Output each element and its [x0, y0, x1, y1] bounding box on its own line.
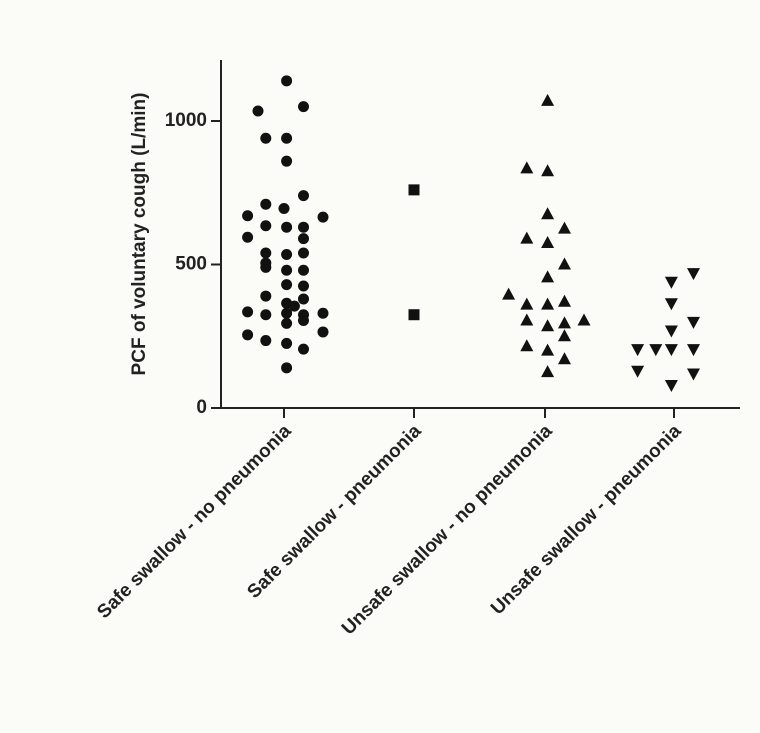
data-point-circle — [298, 247, 309, 259]
data-point-triangle-down — [664, 298, 678, 311]
data-point-circle — [260, 309, 272, 321]
data-point-circle — [260, 335, 272, 347]
data-point-triangle-down — [687, 316, 700, 329]
data-point-triangle-down — [631, 365, 645, 378]
data-point-triangle-up — [520, 313, 534, 326]
data-point-triangle-up — [541, 235, 555, 248]
data-point-triangle-up — [541, 207, 555, 220]
data-point-triangle-down — [649, 344, 663, 357]
y-tick-label: 1000 — [165, 110, 207, 131]
data-point-circle — [281, 337, 293, 349]
data-point-triangle-up — [541, 164, 555, 177]
data-point-triangle-down — [664, 276, 678, 289]
data-point-circle — [260, 247, 272, 259]
data-point-circle — [252, 105, 264, 117]
data-point-triangle-up — [520, 231, 534, 244]
data-point-triangle-up — [558, 352, 571, 365]
data-point-triangle-down — [687, 368, 700, 381]
data-point-circle — [242, 210, 254, 222]
data-point-circle — [281, 248, 293, 260]
data-point-circle — [242, 306, 254, 318]
data-point-circle — [281, 75, 293, 87]
data-point-triangle-up — [541, 297, 555, 310]
data-point-triangle-down — [631, 344, 645, 357]
y-tick-label: 500 — [175, 254, 207, 275]
data-point-triangle-up — [541, 343, 555, 356]
data-point-square — [408, 309, 420, 321]
data-point-circle — [298, 280, 309, 292]
data-point-circle — [317, 307, 329, 319]
data-point-triangle-up — [520, 339, 534, 352]
data-point-circle — [260, 198, 272, 210]
data-point-triangle-down — [687, 268, 700, 281]
data-point-triangle-up — [541, 365, 555, 378]
data-point-triangle-down — [664, 380, 678, 393]
data-point-circle — [298, 343, 309, 355]
data-point-circle — [298, 101, 309, 113]
data-point-circle — [260, 290, 272, 302]
data-point-triangle-up — [558, 257, 571, 270]
data-point-triangle-up — [520, 161, 534, 174]
data-point-circle — [260, 220, 272, 232]
data-point-circle — [242, 231, 254, 243]
data-point-circle — [242, 329, 254, 341]
data-point-circle — [298, 314, 309, 326]
data-point-triangle-up — [502, 287, 516, 300]
y-axis-title: PCF of voluntary cough (L/min) — [129, 93, 150, 376]
data-point-triangle-up — [541, 319, 555, 332]
data-point-circle — [281, 362, 293, 374]
data-point-square — [408, 184, 420, 196]
data-point-circle — [281, 279, 293, 291]
data-point-circle — [281, 221, 293, 233]
data-point-circle — [260, 261, 272, 273]
data-point-circle — [260, 132, 272, 144]
data-point-triangle-up — [558, 316, 571, 329]
y-ticks: 0 500 1000 — [165, 110, 221, 418]
axes — [220, 60, 740, 409]
data-point-triangle-up — [541, 270, 555, 283]
data-point-triangle-up — [558, 294, 571, 307]
data-point-circle — [317, 211, 329, 223]
data-point-triangle-up — [541, 93, 555, 106]
data-point-circle — [281, 155, 293, 167]
y-tick-label: 0 — [196, 397, 207, 418]
x-category-label: Unsafe swallow - no pneumonia — [338, 420, 557, 639]
data-point-circle — [298, 233, 309, 245]
data-point-triangle-up — [558, 221, 571, 234]
data-point-circle — [281, 132, 293, 144]
data-point-triangle-down — [664, 325, 678, 338]
data-point-circle — [281, 264, 293, 276]
data-point-circle — [317, 326, 329, 338]
data-point-triangle-down — [664, 344, 678, 357]
data-point-circle — [281, 307, 293, 319]
data-point-circle — [288, 300, 300, 312]
data-point-circle — [298, 293, 309, 305]
data-point-circle — [278, 203, 290, 215]
data-point-triangle-up — [577, 313, 591, 326]
data-point-circle — [298, 221, 309, 233]
data-point-circle — [281, 317, 293, 329]
data-point-triangle-up — [520, 297, 534, 310]
data-point-triangle-up — [558, 329, 571, 342]
data-point-triangle-down — [687, 344, 700, 357]
data-point-circle — [298, 264, 309, 276]
data-points — [242, 75, 700, 393]
data-point-circle — [298, 190, 309, 202]
